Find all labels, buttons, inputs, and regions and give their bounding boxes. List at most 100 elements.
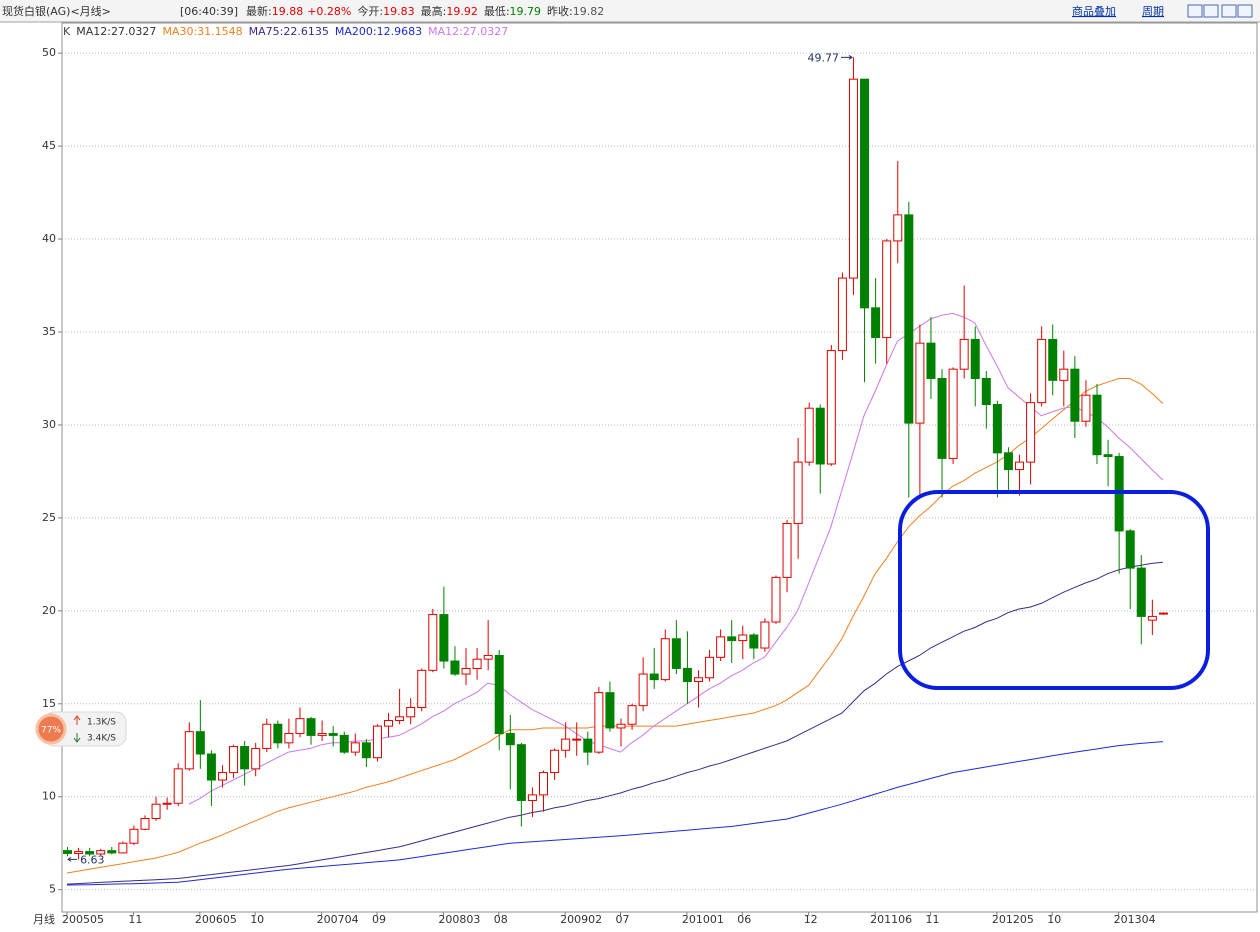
candle-body (96, 850, 106, 855)
candle-body (871, 307, 881, 339)
candle-body (826, 350, 836, 465)
candle-body (882, 240, 892, 339)
candles: 49.77 6.63 (63, 51, 1168, 866)
candle-body (472, 658, 482, 669)
highlight-box (898, 490, 1210, 690)
ma-line (188, 312, 1164, 805)
candle-body (229, 746, 239, 774)
x-tick-label: 06 (737, 913, 751, 926)
x-tick-label: 200605 (195, 913, 237, 926)
y-tick-label: 50 (42, 46, 56, 59)
widget-percent: 77% (41, 726, 61, 736)
candle-body (1026, 402, 1036, 463)
candle-body (162, 802, 172, 805)
period-link[interactable]: 周期 (1142, 5, 1164, 18)
legend-entry: MA12:27.0327 (76, 25, 156, 38)
candle-body (505, 733, 515, 746)
candle-body (140, 817, 150, 830)
nav-button[interactable] (1187, 4, 1203, 18)
candle-body (284, 733, 294, 744)
candle-body (1103, 454, 1113, 458)
nav-button[interactable] (1203, 4, 1219, 18)
legend-entry: MA200:12.9683 (335, 25, 422, 38)
instrument-title: 现货白银(AG)<月线> (2, 4, 111, 18)
y-tick-label: 5 (49, 883, 56, 896)
candle-body (85, 851, 95, 855)
nav-button[interactable] (1237, 4, 1253, 18)
candle-body (494, 654, 504, 735)
candle-body (804, 407, 814, 463)
candle-body (350, 742, 360, 753)
candle-body (627, 705, 637, 725)
ma-line (66, 378, 1164, 874)
candle-body (1003, 452, 1013, 471)
candle-body (749, 634, 759, 649)
candle-body (317, 733, 327, 736)
candle-body (539, 772, 549, 796)
x-tick-label: 200505 (62, 913, 104, 926)
candle-body (406, 707, 416, 718)
candle-body (1070, 368, 1080, 422)
candle-body (1015, 461, 1025, 471)
x-tick-label: 200803 (438, 913, 480, 926)
candle-body (527, 794, 537, 801)
candle-body (893, 214, 903, 242)
period-label: 月线 (33, 912, 55, 926)
quote-label: 今开: (357, 4, 383, 18)
candle-body (671, 638, 681, 669)
quote-label: 最低: (484, 5, 510, 18)
candle-body (107, 850, 117, 854)
min-arrow (67, 856, 78, 862)
candle-body (339, 734, 349, 753)
plot-frame (61, 22, 1258, 913)
header-bar (0, 0, 1260, 22)
candle-body (959, 338, 969, 370)
candle-body (361, 742, 371, 759)
candle-body (262, 723, 272, 749)
candle-body (738, 634, 748, 642)
x-tick-label: 12 (804, 913, 818, 926)
up-arrow (73, 715, 81, 725)
candle-body (682, 667, 692, 682)
candle-body (616, 723, 626, 729)
candle-body (417, 669, 427, 709)
y-tick-label: 10 (42, 790, 56, 803)
candle-body (649, 673, 659, 681)
quote-label: 最高: (421, 4, 447, 18)
candle-body (583, 738, 593, 753)
y-tick-label: 15 (42, 697, 56, 710)
candle-body (915, 342, 925, 424)
nav-button[interactable] (1221, 4, 1237, 18)
ma-line (66, 561, 1163, 885)
y-tick-label: 25 (42, 511, 56, 524)
overlay-link[interactable]: 商品叠加 (1072, 4, 1116, 18)
quote-time: [06:40:39] (180, 5, 238, 18)
candle-body (1037, 338, 1047, 404)
candle-body (793, 461, 803, 524)
candle-body (561, 738, 571, 751)
candle-body (450, 660, 460, 675)
speed-widget: 77% 1.3K/S 3.4K/S (35, 711, 127, 747)
candle-body (992, 404, 1002, 454)
candle-body (483, 654, 493, 660)
candle-body (129, 828, 139, 844)
quote-value: 19.83 (383, 5, 415, 18)
x-tick-label: 08 (494, 913, 508, 926)
widget-down: 3.4K/S (87, 734, 116, 744)
candle-body (638, 673, 648, 707)
candle-body (981, 377, 991, 406)
legend-entry: MA30:31.1548 (162, 25, 242, 38)
candle-body (372, 725, 382, 759)
candle-body (970, 338, 980, 379)
candle-body (705, 656, 715, 679)
candle-body (151, 803, 161, 819)
candle-body (782, 522, 792, 578)
x-tick-label: 11 (925, 913, 939, 926)
quote-value: 19.92 (446, 5, 478, 18)
quote-value: 19.82 (573, 5, 605, 18)
legend-entry: MA75:22.6135 (249, 25, 329, 38)
candle-body (295, 718, 305, 735)
quote-value: 19.88 (272, 5, 304, 18)
candle-body (217, 772, 227, 781)
